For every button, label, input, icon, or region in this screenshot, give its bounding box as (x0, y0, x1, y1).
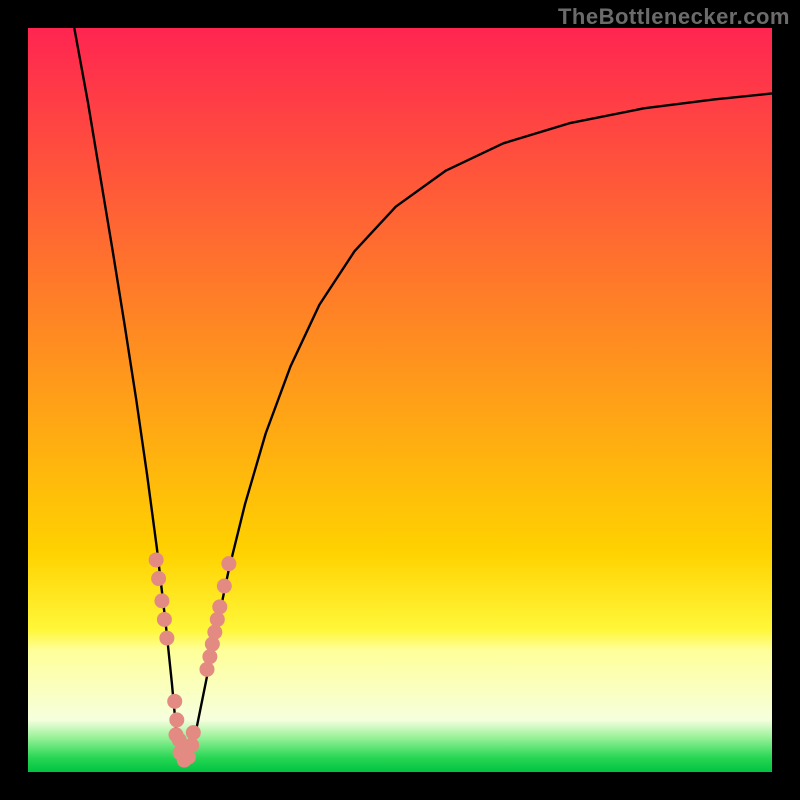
data-dot (157, 612, 172, 627)
gradient-band (28, 758, 772, 772)
gradient-band (28, 737, 772, 758)
data-dot (210, 612, 225, 627)
data-dot (186, 725, 201, 740)
plot-area (28, 28, 772, 772)
data-dot (151, 571, 166, 586)
gradient-band (28, 650, 772, 720)
data-dot (167, 694, 182, 709)
data-dot (149, 552, 164, 567)
gradient-band (28, 630, 772, 650)
gradient-band (28, 720, 772, 737)
plot-svg (28, 28, 772, 772)
data-dot (202, 649, 217, 664)
data-dot (212, 599, 227, 614)
chart-frame: TheBottlenecker.com (0, 0, 800, 800)
data-dot (154, 593, 169, 608)
data-dot (199, 662, 214, 677)
data-dot (159, 631, 174, 646)
data-dot (221, 556, 236, 571)
data-dot (184, 738, 199, 753)
data-dot (217, 579, 232, 594)
data-dot (207, 625, 222, 640)
gradient-band (28, 553, 772, 630)
data-dot (169, 712, 184, 727)
watermark-text: TheBottlenecker.com (558, 4, 790, 30)
